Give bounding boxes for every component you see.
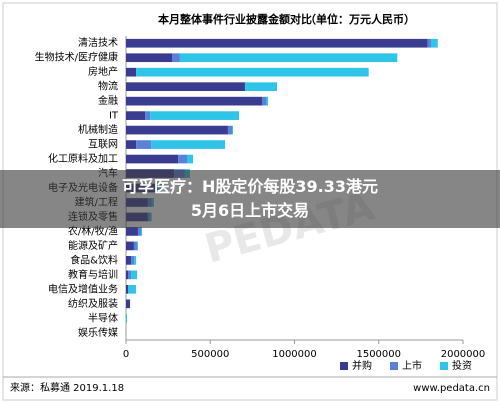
legend-swatch [340,362,348,370]
bar-segment [137,227,141,236]
bar-segment [126,53,173,63]
headline-overlay: 可孚医疗：H股定价每股39.33港元 5月6日上市交易 [0,170,500,228]
source: 来源：私募通 2019.1.18 [10,381,124,394]
bar-segment [266,96,269,106]
bar-segment [150,111,240,120]
bar-segment [126,82,245,92]
bar-segment [126,227,138,236]
bar-segment [136,140,152,149]
bar-segment [126,284,129,294]
bar-segment [145,111,151,120]
bar-segment [126,67,137,77]
bar-segment [186,154,194,164]
bar-segment [126,140,137,149]
headline-line: 可孚医疗：H股定价每股39.33港元 [121,177,378,196]
y-tick-label: 物流 [98,80,118,93]
bar-segment [430,38,438,48]
bar-segment [126,270,129,280]
x-tick-label: 0 [123,349,129,360]
bar-segment [179,53,398,63]
bar-segment [140,227,143,236]
x-tick-label: 500000 [191,349,229,360]
bar-segment [134,256,137,265]
x-tick-label: 1000000 [272,349,317,360]
bar-segment [136,67,369,77]
bar-segment [261,96,267,106]
bar-segment [126,241,134,251]
bar-segment [231,125,233,135]
bar-segment [244,82,277,92]
y-tick-label: 清洁技术 [78,36,118,49]
bar-segment [126,125,228,135]
bar-segment [131,256,135,265]
y-tick-label: 金融 [98,94,118,107]
bar-segment [126,256,132,265]
y-tick-label: 化工原料及加工 [48,152,118,165]
headline-line: 5月6日上市交易 [190,201,310,220]
x-tick-label: 1500000 [356,349,401,360]
website: www.pedata.cn [413,383,490,394]
bar-segment [136,241,138,251]
bar-segment [427,38,431,48]
legend-swatch [390,362,398,370]
bar-segment [178,154,187,164]
y-tick-label: 纺织及服装 [68,297,118,310]
bar-segment [133,241,137,251]
y-tick-label: 电信及增值业务 [48,282,118,295]
y-tick-label: 食品&饮料 [70,253,118,266]
bar-segment [126,96,262,106]
bar-segment [131,270,138,280]
x-tick-label: 2000000 [441,349,486,360]
bar-segment [126,313,128,323]
y-tick-label: 机械制造 [78,123,118,136]
bar-segment [126,299,131,309]
y-tick-label: IT [109,111,119,122]
y-tick-label: 生物技术/医疗健康 [35,51,118,64]
y-tick-label: 娱乐传媒 [78,326,118,339]
y-tick-label: 互联网 [88,139,118,151]
legend-label: 上市 [402,359,422,372]
bar-segment [172,53,180,63]
bar-segment [151,140,226,149]
y-tick-label: 房地产 [88,65,118,78]
chart-title: 本月整体事件行业披露金额对比 [158,12,312,26]
legend-label: 并购 [352,359,372,372]
legend-swatch [440,362,448,370]
bar-segment [126,111,146,120]
legend-label: 投资 [452,359,472,372]
y-tick-label: 能源及矿产 [68,239,118,252]
bar-segment [126,38,428,48]
bar-segment [128,270,132,280]
bar-segment [227,125,232,135]
chart-subtitle: （单位：万元人民币） [305,12,415,26]
y-tick-label: 半导体 [88,311,118,324]
bar-segment [126,154,179,164]
bar-segment [128,284,136,294]
y-tick-label: 教育与培训 [68,268,118,281]
